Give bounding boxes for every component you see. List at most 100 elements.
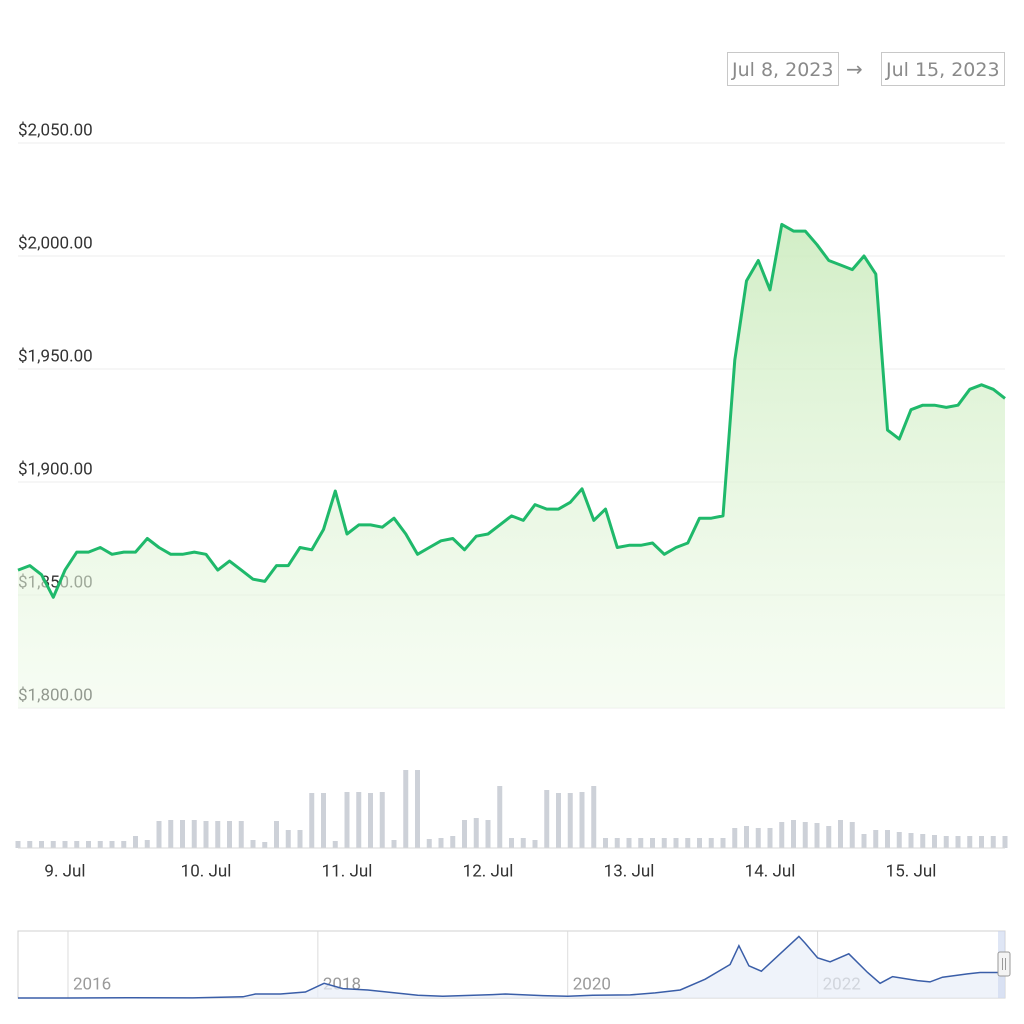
- volume-bar: [591, 786, 597, 848]
- volume-bar: [97, 841, 103, 848]
- volume-bar: [297, 830, 303, 848]
- volume-bar: [332, 841, 338, 848]
- volume-bar: [156, 821, 162, 848]
- y-tick-label: $1,900.00: [18, 459, 93, 479]
- volume-bar: [802, 822, 808, 848]
- volume-bar: [438, 838, 444, 848]
- volume-bar: [767, 828, 773, 848]
- volume-bar: [15, 841, 21, 848]
- volume-bar: [285, 830, 291, 848]
- price-line: [17, 222, 1006, 599]
- volume-bar: [321, 793, 326, 848]
- volume-bar: [74, 841, 80, 848]
- volume-bar: [473, 818, 479, 848]
- volume-bar: [896, 832, 902, 848]
- volume-bar: [250, 840, 256, 848]
- volume-bar: [379, 792, 385, 848]
- volume-bar: [532, 840, 538, 848]
- volume-bar: [450, 836, 456, 848]
- volume-bar: [626, 838, 632, 848]
- volume-bar: [309, 793, 315, 848]
- volume-bar: [109, 841, 115, 848]
- volume-bar: [873, 830, 879, 848]
- volume-bar: [579, 792, 585, 848]
- volume-bar: [227, 821, 232, 848]
- y-tick-label: $2,000.00: [18, 233, 93, 253]
- volume-bar: [262, 842, 268, 848]
- volume-bar: [509, 838, 514, 848]
- navigator-area: [18, 936, 1005, 998]
- volume-bar: [838, 820, 843, 848]
- x-tick-label: 14. Jul: [745, 861, 796, 881]
- volume-bar: [415, 770, 420, 848]
- volume-bar: [356, 792, 362, 848]
- volume-bar: [943, 836, 949, 848]
- volume-bar: [86, 841, 91, 848]
- y-tick-label: $1,950.00: [18, 346, 93, 366]
- volume-bar: [215, 821, 221, 848]
- volume-bar: [990, 836, 996, 848]
- volume-bar: [920, 834, 926, 848]
- volume-bar: [673, 838, 679, 848]
- x-tick-label: 15. Jul: [886, 861, 937, 881]
- x-tick-label: 12. Jul: [463, 861, 514, 881]
- volume-bar: [344, 792, 350, 848]
- price-area: [18, 224, 1005, 708]
- volume-bar: [732, 828, 738, 848]
- volume-bar: [62, 841, 68, 848]
- date-to[interactable]: Jul 15, 2023: [881, 52, 1005, 86]
- volume-bar: [708, 838, 714, 848]
- volume-bar: [203, 821, 209, 848]
- volume-bar: [238, 821, 244, 848]
- volume-bar: [121, 841, 127, 848]
- volume-bar: [885, 830, 890, 848]
- volume-bar: [274, 821, 279, 848]
- volume-bar: [462, 820, 467, 848]
- date-separator: →: [846, 57, 863, 81]
- volume-bar: [544, 790, 550, 848]
- volume-bar: [497, 786, 503, 848]
- volume-bar: [791, 820, 796, 848]
- volume-bar: [849, 822, 855, 848]
- x-tick-label: 9. Jul: [44, 861, 85, 881]
- volume-bar: [908, 833, 914, 848]
- volume-bar: [661, 838, 667, 848]
- volume-bar: [814, 823, 820, 848]
- volume-bar: [485, 820, 491, 848]
- volume-bar: [697, 838, 702, 848]
- volume-bar: [685, 838, 691, 848]
- volume-bar: [50, 841, 56, 848]
- volume-bar: [133, 836, 138, 848]
- volume-bar: [391, 840, 397, 848]
- volume-bar: [979, 836, 984, 848]
- volume-bar: [720, 838, 726, 848]
- volume-bar: [191, 820, 197, 848]
- volume-bar: [1002, 836, 1008, 848]
- navigator-handle[interactable]: [997, 951, 1011, 977]
- volume-bar: [144, 840, 150, 848]
- volume-bar: [755, 828, 761, 848]
- volume-bar: [744, 826, 749, 848]
- volume-bar: [967, 836, 973, 848]
- volume-bar: [39, 841, 44, 848]
- volume-bar: [650, 838, 655, 848]
- volume-bar: [932, 835, 937, 848]
- volume-bar: [614, 838, 620, 848]
- volume-bar: [520, 838, 526, 848]
- navigator-tick-label: 2016: [73, 974, 111, 994]
- x-tick-label: 13. Jul: [604, 861, 655, 881]
- volume-bar: [27, 841, 33, 848]
- volume-bar: [955, 836, 961, 848]
- x-tick-label: 10. Jul: [181, 861, 232, 881]
- volume-bar: [556, 793, 561, 848]
- date-from[interactable]: Jul 8, 2023: [727, 52, 839, 86]
- volume-bar: [779, 822, 785, 848]
- navigator-tick-label: 2020: [573, 974, 611, 994]
- volume-bar: [426, 839, 432, 848]
- volume-bar: [168, 820, 174, 848]
- volume-bar: [638, 838, 644, 848]
- volume-bar: [826, 826, 832, 848]
- volume-bar: [603, 838, 608, 848]
